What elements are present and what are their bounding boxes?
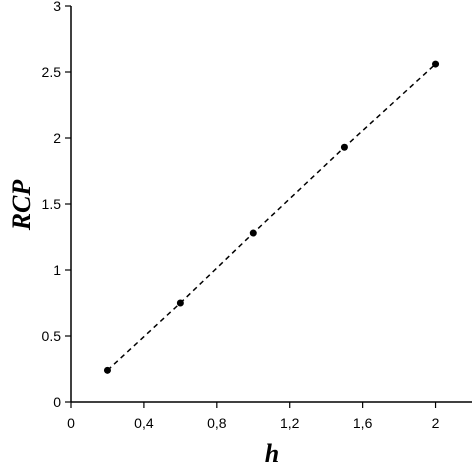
x-tick-label: 0,8 <box>207 415 227 431</box>
data-point <box>340 143 348 151</box>
x-tick-label: 2 <box>432 415 440 431</box>
y-tick-label: 2 <box>53 130 61 146</box>
data-point <box>103 366 111 374</box>
y-tick-label: 0 <box>53 394 61 410</box>
y-tick-label: 1.5 <box>42 196 62 212</box>
x-tick-label: 0 <box>67 415 75 431</box>
x-tick-label: 1,6 <box>353 415 373 431</box>
x-tick-label: 1,2 <box>280 415 300 431</box>
data-point <box>249 229 257 237</box>
x-tick-label: 0,4 <box>134 415 154 431</box>
data-point <box>432 60 440 68</box>
x-axis-label: h <box>265 439 279 468</box>
data-point <box>176 299 184 307</box>
y-tick-label: 1 <box>53 262 61 278</box>
data-line <box>106 63 437 371</box>
y-axis-label: RCP <box>7 179 36 232</box>
y-tick-label: 3 <box>53 0 61 14</box>
y-tick-label: 0.5 <box>42 328 62 344</box>
y-tick-label: 2.5 <box>42 64 62 80</box>
